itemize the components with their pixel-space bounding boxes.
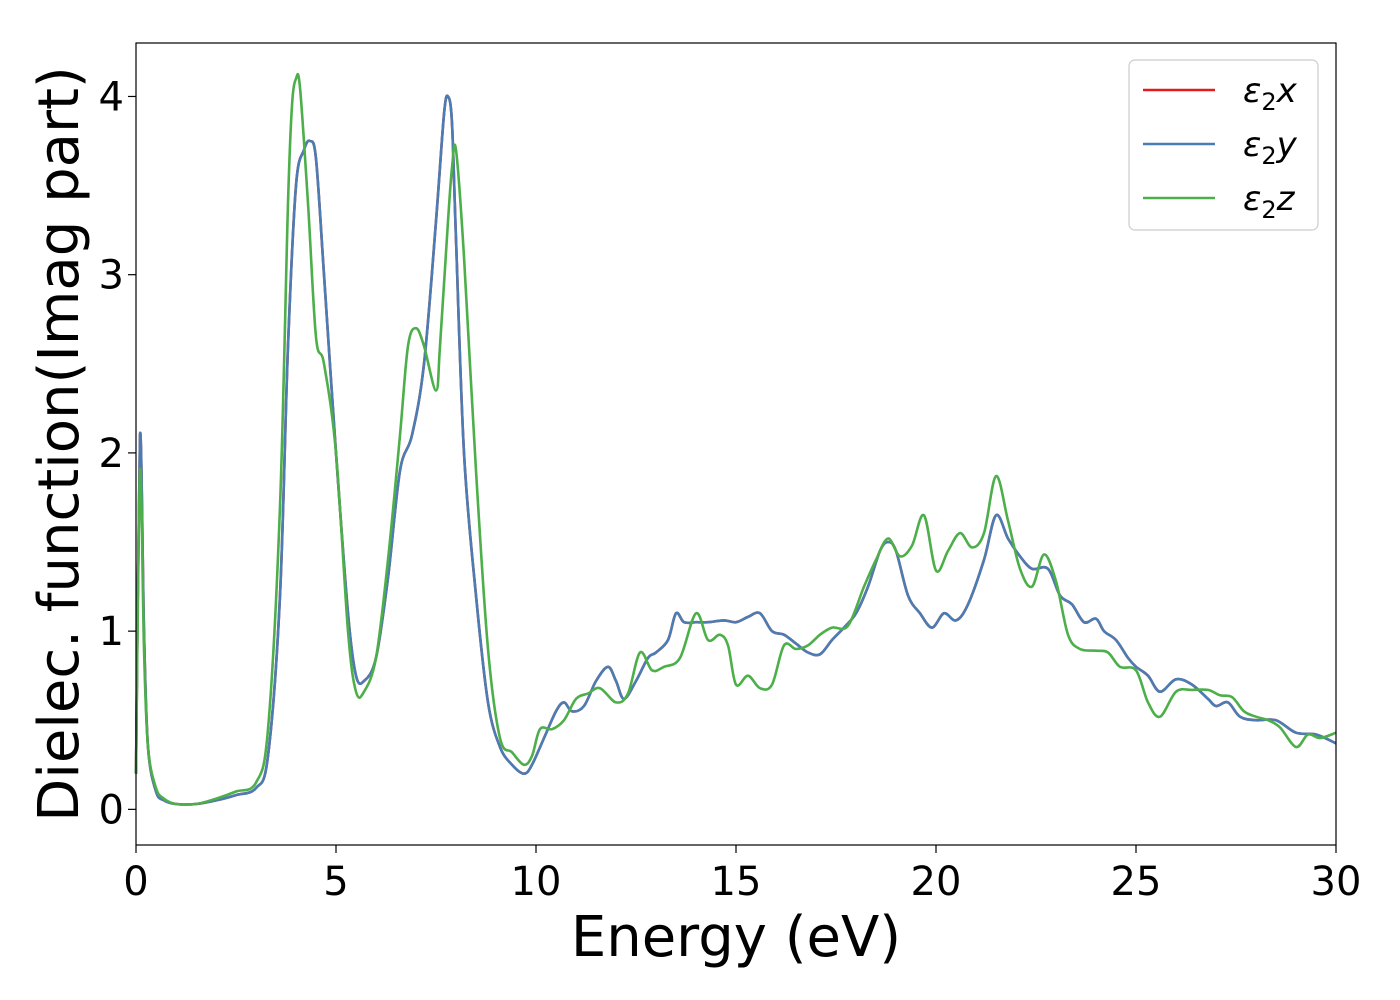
x-axis-ticks: 0 5 10 15 20 25 30 xyxy=(123,845,1361,905)
y-tick-label: 1 xyxy=(99,609,124,655)
series-line-z xyxy=(134,72,1337,806)
y-tick-label: 2 xyxy=(99,431,124,477)
y-axis-ticks: 0 1 2 3 4 xyxy=(99,74,136,833)
legend-label-z: ε2z xyxy=(1243,179,1296,224)
x-tick-label: 5 xyxy=(323,859,348,905)
x-tick-label: 25 xyxy=(1111,859,1162,905)
legend-label-x: ε2x xyxy=(1243,71,1298,116)
plot-lines xyxy=(134,72,1337,806)
y-tick-label: 4 xyxy=(99,74,124,120)
x-tick-label: 20 xyxy=(911,859,962,905)
x-tick-label: 10 xyxy=(511,859,562,905)
x-tick-label: 15 xyxy=(711,859,762,905)
x-tick-label: 0 xyxy=(123,859,148,905)
x-tick-label: 30 xyxy=(1311,859,1362,905)
legend-box xyxy=(1128,59,1319,231)
y-axis-title: Dielec. function(Imag part) xyxy=(27,66,92,822)
x-axis-title: Energy (eV) xyxy=(571,905,901,970)
legend: ε2x ε2y ε2z xyxy=(1128,59,1319,231)
legend-label-y: ε2y xyxy=(1243,125,1298,170)
y-tick-label: 0 xyxy=(99,787,124,833)
y-tick-label: 3 xyxy=(99,253,124,299)
